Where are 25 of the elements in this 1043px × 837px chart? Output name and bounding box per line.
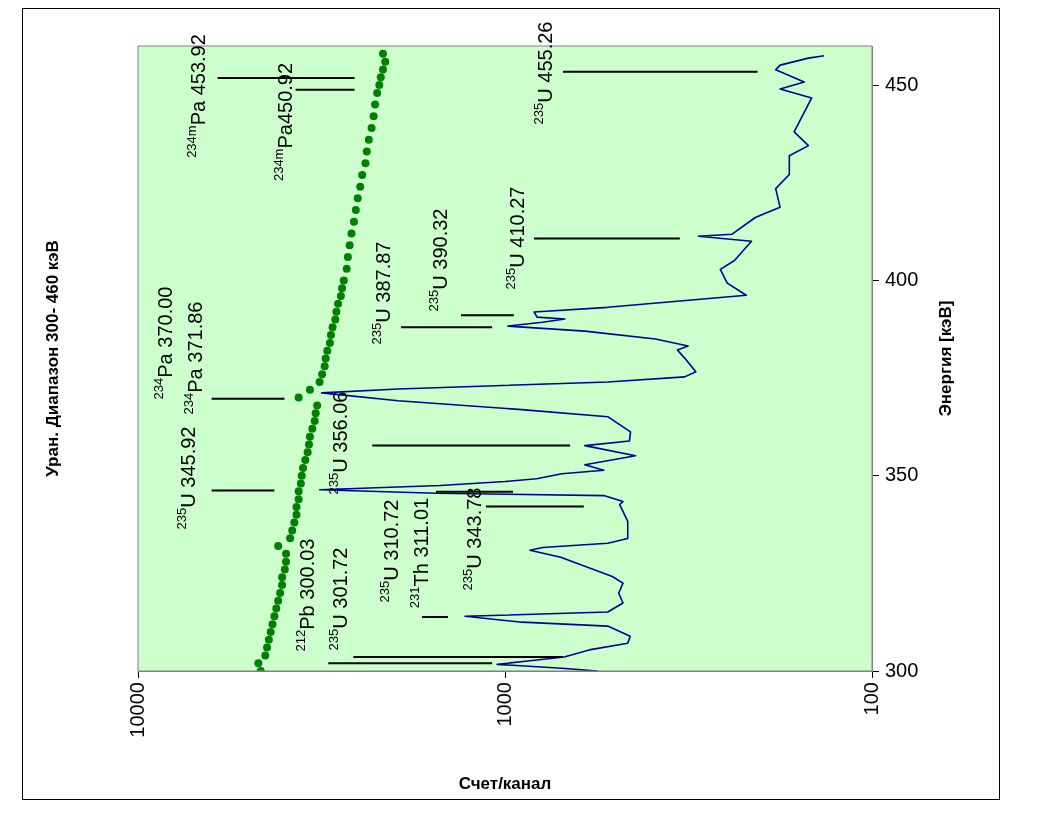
y-tick-label: 450 [885, 72, 919, 95]
text: Уран. Диапазон 300- 460 кэВ [42, 240, 62, 477]
annotation: 235U 345.92 [173, 426, 199, 530]
annotation: 235U 356.06 [325, 391, 351, 495]
y-tick-label: 350 [885, 463, 919, 486]
annotation: 231Th 311.01 [406, 497, 432, 609]
y-tick-label: 400 [885, 267, 919, 290]
annotation: 234mPa450.92 [270, 62, 296, 182]
annotation: 235U 310.72 [376, 499, 402, 603]
annotation: 234mPa 453.92 [183, 34, 209, 158]
y-axis-title: Энергия [кэВ] [935, 300, 955, 417]
annotation: 234Pa 370.00 [150, 286, 176, 400]
x-tick-label: 10000 [125, 682, 148, 738]
annotation: 212Pb 300.03 [292, 538, 318, 652]
annotation: 235U 301.72 [325, 547, 351, 651]
annotation: 235U 455.26 [530, 21, 556, 125]
annotation: 235U 390.32 [425, 208, 451, 312]
annotation: 235U 387.87 [368, 241, 394, 345]
y-tick-label: 300 [885, 658, 919, 681]
x-axis-title: Счет/канал [458, 774, 552, 794]
x-tick-label: 100 [859, 682, 882, 716]
annotation: 234Pa 371.86 [180, 301, 206, 415]
annotation: 235U 343.78 [459, 487, 485, 591]
x-tick-label: 1000 [492, 682, 515, 727]
annotation: 235U 410.27 [502, 186, 528, 290]
